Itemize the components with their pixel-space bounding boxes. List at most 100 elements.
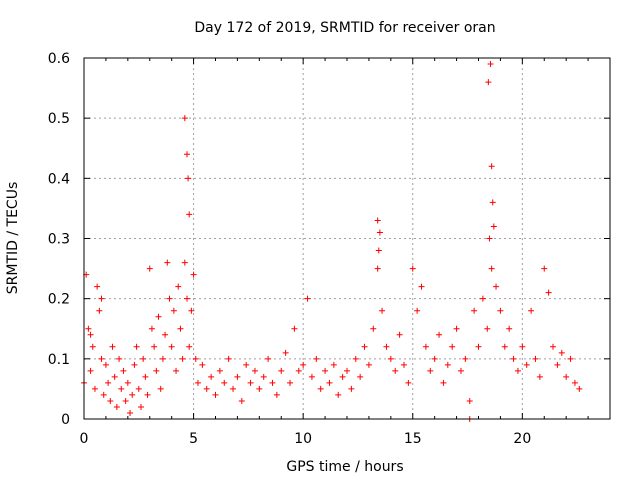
data-point — [109, 343, 116, 350]
data-point — [571, 379, 578, 386]
data-point — [383, 343, 390, 350]
data-point — [374, 217, 381, 224]
data-point — [375, 247, 382, 254]
data-point — [129, 391, 136, 398]
x-tick-label: 5 — [189, 431, 198, 447]
data-point — [162, 331, 169, 338]
data-point — [379, 307, 386, 314]
data-point — [221, 379, 228, 386]
data-point — [155, 313, 162, 320]
data-point — [153, 367, 160, 374]
data-point — [489, 199, 496, 206]
data-point — [89, 343, 96, 350]
data-point — [131, 361, 138, 368]
axes: 0 5 10 15 20 0 0.1 0.2 0.3 0.4 0.5 0.6 — [48, 51, 611, 447]
data-point — [486, 235, 493, 242]
data-point — [484, 325, 491, 332]
data-point — [168, 343, 175, 350]
data-point — [120, 367, 127, 374]
data-point — [563, 373, 570, 380]
data-point — [330, 361, 337, 368]
y-tick-label: 0 — [61, 412, 70, 428]
data-point — [523, 361, 530, 368]
data-point — [135, 385, 142, 392]
data-point — [151, 343, 158, 350]
data-point — [184, 151, 191, 158]
data-point — [479, 295, 486, 302]
data-point — [444, 361, 451, 368]
data-point — [273, 391, 280, 398]
data-point — [225, 355, 232, 362]
data-point — [186, 211, 193, 218]
data-point — [192, 355, 199, 362]
data-point — [317, 385, 324, 392]
data-point — [361, 343, 368, 350]
data-point — [392, 367, 399, 374]
y-axis-label: SRMTID / TECUs — [5, 182, 21, 295]
data-point — [374, 265, 381, 272]
data-point — [170, 307, 177, 314]
data-point — [475, 343, 482, 350]
data-point — [177, 325, 184, 332]
y-tick-label: 0.5 — [48, 111, 70, 127]
data-point — [405, 379, 412, 386]
data-point — [550, 343, 557, 350]
data-point — [528, 307, 535, 314]
data-point — [287, 379, 294, 386]
data-point — [532, 355, 539, 362]
data-point — [554, 361, 561, 368]
data-point — [506, 325, 513, 332]
data-point — [179, 355, 186, 362]
data-points — [81, 61, 583, 422]
data-point — [348, 385, 355, 392]
y-tick-label: 0.1 — [48, 352, 70, 368]
data-point — [185, 175, 192, 182]
data-point — [133, 343, 140, 350]
data-point — [282, 349, 289, 356]
data-point — [485, 79, 492, 86]
data-point — [269, 379, 276, 386]
data-point — [313, 355, 320, 362]
data-point — [265, 355, 272, 362]
data-point — [427, 367, 434, 374]
data-point — [471, 307, 478, 314]
data-point — [164, 259, 171, 266]
data-point — [387, 355, 394, 362]
data-point — [576, 385, 583, 392]
data-point — [216, 367, 223, 374]
data-point — [102, 361, 109, 368]
data-point — [96, 307, 103, 314]
data-point — [243, 361, 250, 368]
data-point — [501, 343, 508, 350]
data-point — [400, 361, 407, 368]
data-point — [111, 373, 118, 380]
data-point — [181, 259, 188, 266]
y-tick-label: 0.3 — [48, 232, 70, 248]
y-tick-label: 0.2 — [48, 292, 70, 308]
data-point — [181, 115, 188, 122]
data-point — [436, 331, 443, 338]
data-point — [91, 385, 98, 392]
data-point — [234, 373, 241, 380]
data-point — [159, 355, 166, 362]
data-point — [105, 379, 112, 386]
data-point — [558, 349, 565, 356]
data-point — [166, 295, 173, 302]
data-point — [466, 397, 473, 404]
data-point — [142, 373, 149, 380]
data-point — [357, 373, 364, 380]
data-point — [251, 367, 258, 374]
data-point — [98, 295, 105, 302]
data-point — [422, 343, 429, 350]
data-point — [256, 385, 263, 392]
data-point — [98, 355, 105, 362]
data-point — [510, 355, 517, 362]
data-point — [370, 325, 377, 332]
data-point — [291, 325, 298, 332]
data-point — [453, 325, 460, 332]
data-point — [188, 307, 195, 314]
x-axis-label: GPS time / hours — [286, 459, 403, 475]
data-point — [148, 325, 155, 332]
data-point — [308, 373, 315, 380]
x-tick-label: 10 — [294, 431, 312, 447]
